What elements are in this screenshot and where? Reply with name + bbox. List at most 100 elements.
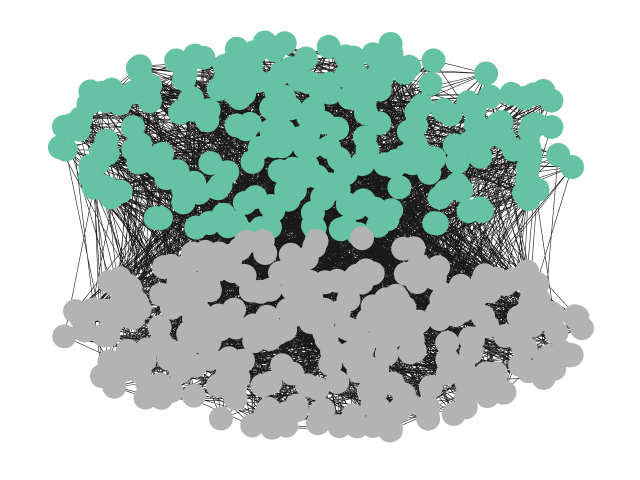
group-2-node	[250, 229, 275, 254]
group-1-node	[126, 55, 150, 80]
group-1-node	[317, 71, 342, 96]
group-2-node	[391, 382, 416, 407]
group-2-node	[538, 300, 563, 325]
group-2-node	[325, 370, 350, 394]
group-1-node	[181, 177, 206, 202]
group-1-node	[546, 142, 571, 167]
group-1-node	[375, 207, 400, 232]
group-2-node	[448, 273, 473, 298]
group-1-node	[539, 115, 564, 139]
group-2-node	[248, 279, 273, 304]
group-2-node	[252, 404, 277, 429]
group-2-node	[170, 282, 195, 307]
group-1-node	[379, 42, 404, 66]
group-2-node	[283, 298, 308, 323]
group-2-node	[429, 287, 454, 312]
group-2-node	[278, 242, 303, 267]
group-2-node	[475, 384, 500, 409]
group-1-node	[325, 116, 350, 141]
group-2-node	[298, 269, 323, 294]
group-2-node	[258, 370, 283, 395]
group-1-node	[355, 137, 380, 162]
group-2-node	[406, 309, 431, 334]
group-2-node	[502, 324, 526, 349]
group-2-node	[159, 253, 184, 278]
group-2-node	[506, 305, 531, 330]
group-1-node	[108, 179, 133, 204]
group-2-node	[416, 406, 441, 431]
group-1-node	[121, 80, 146, 105]
group-1-node	[369, 62, 394, 87]
group-2-node	[220, 259, 245, 284]
group-1-node	[531, 79, 556, 103]
group-2-node	[484, 361, 508, 386]
group-1-node	[139, 149, 164, 174]
group-1-node	[224, 36, 249, 61]
group-2-node	[345, 414, 370, 439]
group-1-node	[317, 135, 341, 160]
group-2-node	[354, 354, 379, 379]
group-1-node	[282, 178, 307, 203]
group-1-node	[424, 211, 449, 236]
group-1-node	[515, 167, 540, 192]
group-2-node	[302, 234, 327, 259]
group-2-node	[344, 263, 369, 288]
group-1-node	[240, 149, 265, 174]
group-1-node	[442, 133, 467, 158]
group-1-node	[51, 114, 76, 139]
group-1-node	[224, 113, 249, 138]
group-1-node	[128, 132, 153, 157]
node-layer-group-2	[52, 226, 594, 443]
group-2-node	[223, 386, 248, 411]
group-1-node	[179, 86, 204, 111]
group-1-node	[351, 188, 376, 213]
node-layer-group-1	[47, 30, 584, 247]
group-1-node	[148, 206, 173, 231]
group-2-node	[418, 375, 443, 399]
group-2-node	[457, 371, 482, 396]
group-2-node	[241, 313, 266, 338]
group-2-node	[268, 260, 292, 285]
group-2-node	[386, 287, 411, 312]
group-1-node	[262, 38, 287, 63]
group-2-node	[314, 327, 339, 352]
group-2-node	[527, 360, 552, 385]
group-2-node	[52, 324, 77, 349]
group-1-node	[172, 67, 197, 92]
group-1-node	[394, 143, 419, 168]
group-2-node	[477, 279, 502, 304]
group-1-node	[518, 119, 543, 144]
group-2-node	[402, 338, 427, 363]
group-2-node	[388, 311, 413, 336]
group-2-node	[305, 376, 330, 401]
group-1-node	[232, 190, 257, 215]
group-2-node	[519, 275, 544, 300]
group-1-node	[294, 46, 318, 71]
group-1-node	[474, 61, 499, 86]
group-2-node	[118, 275, 143, 300]
group-2-node	[351, 335, 376, 360]
group-1-node	[418, 72, 443, 96]
group-1-node	[301, 96, 325, 121]
group-1-node	[269, 60, 294, 85]
group-1-node	[456, 199, 481, 224]
group-2-node	[79, 297, 104, 322]
group-2-node	[208, 406, 233, 431]
group-1-node	[512, 86, 537, 110]
group-1-node	[89, 173, 114, 198]
group-1-node	[478, 84, 502, 109]
group-1-node	[213, 66, 238, 91]
group-2-node	[206, 303, 231, 328]
group-1-node	[182, 43, 207, 68]
group-1-node	[196, 98, 221, 123]
group-1-node	[184, 215, 209, 240]
group-1-node	[422, 146, 447, 171]
group-2-node	[132, 348, 157, 373]
group-1-node	[317, 172, 342, 197]
group-2-node	[127, 297, 152, 322]
group-2-node	[451, 353, 476, 378]
group-1-node	[489, 110, 514, 134]
group-1-node	[431, 98, 456, 122]
group-2-node	[475, 314, 500, 339]
group-1-node	[387, 175, 412, 200]
